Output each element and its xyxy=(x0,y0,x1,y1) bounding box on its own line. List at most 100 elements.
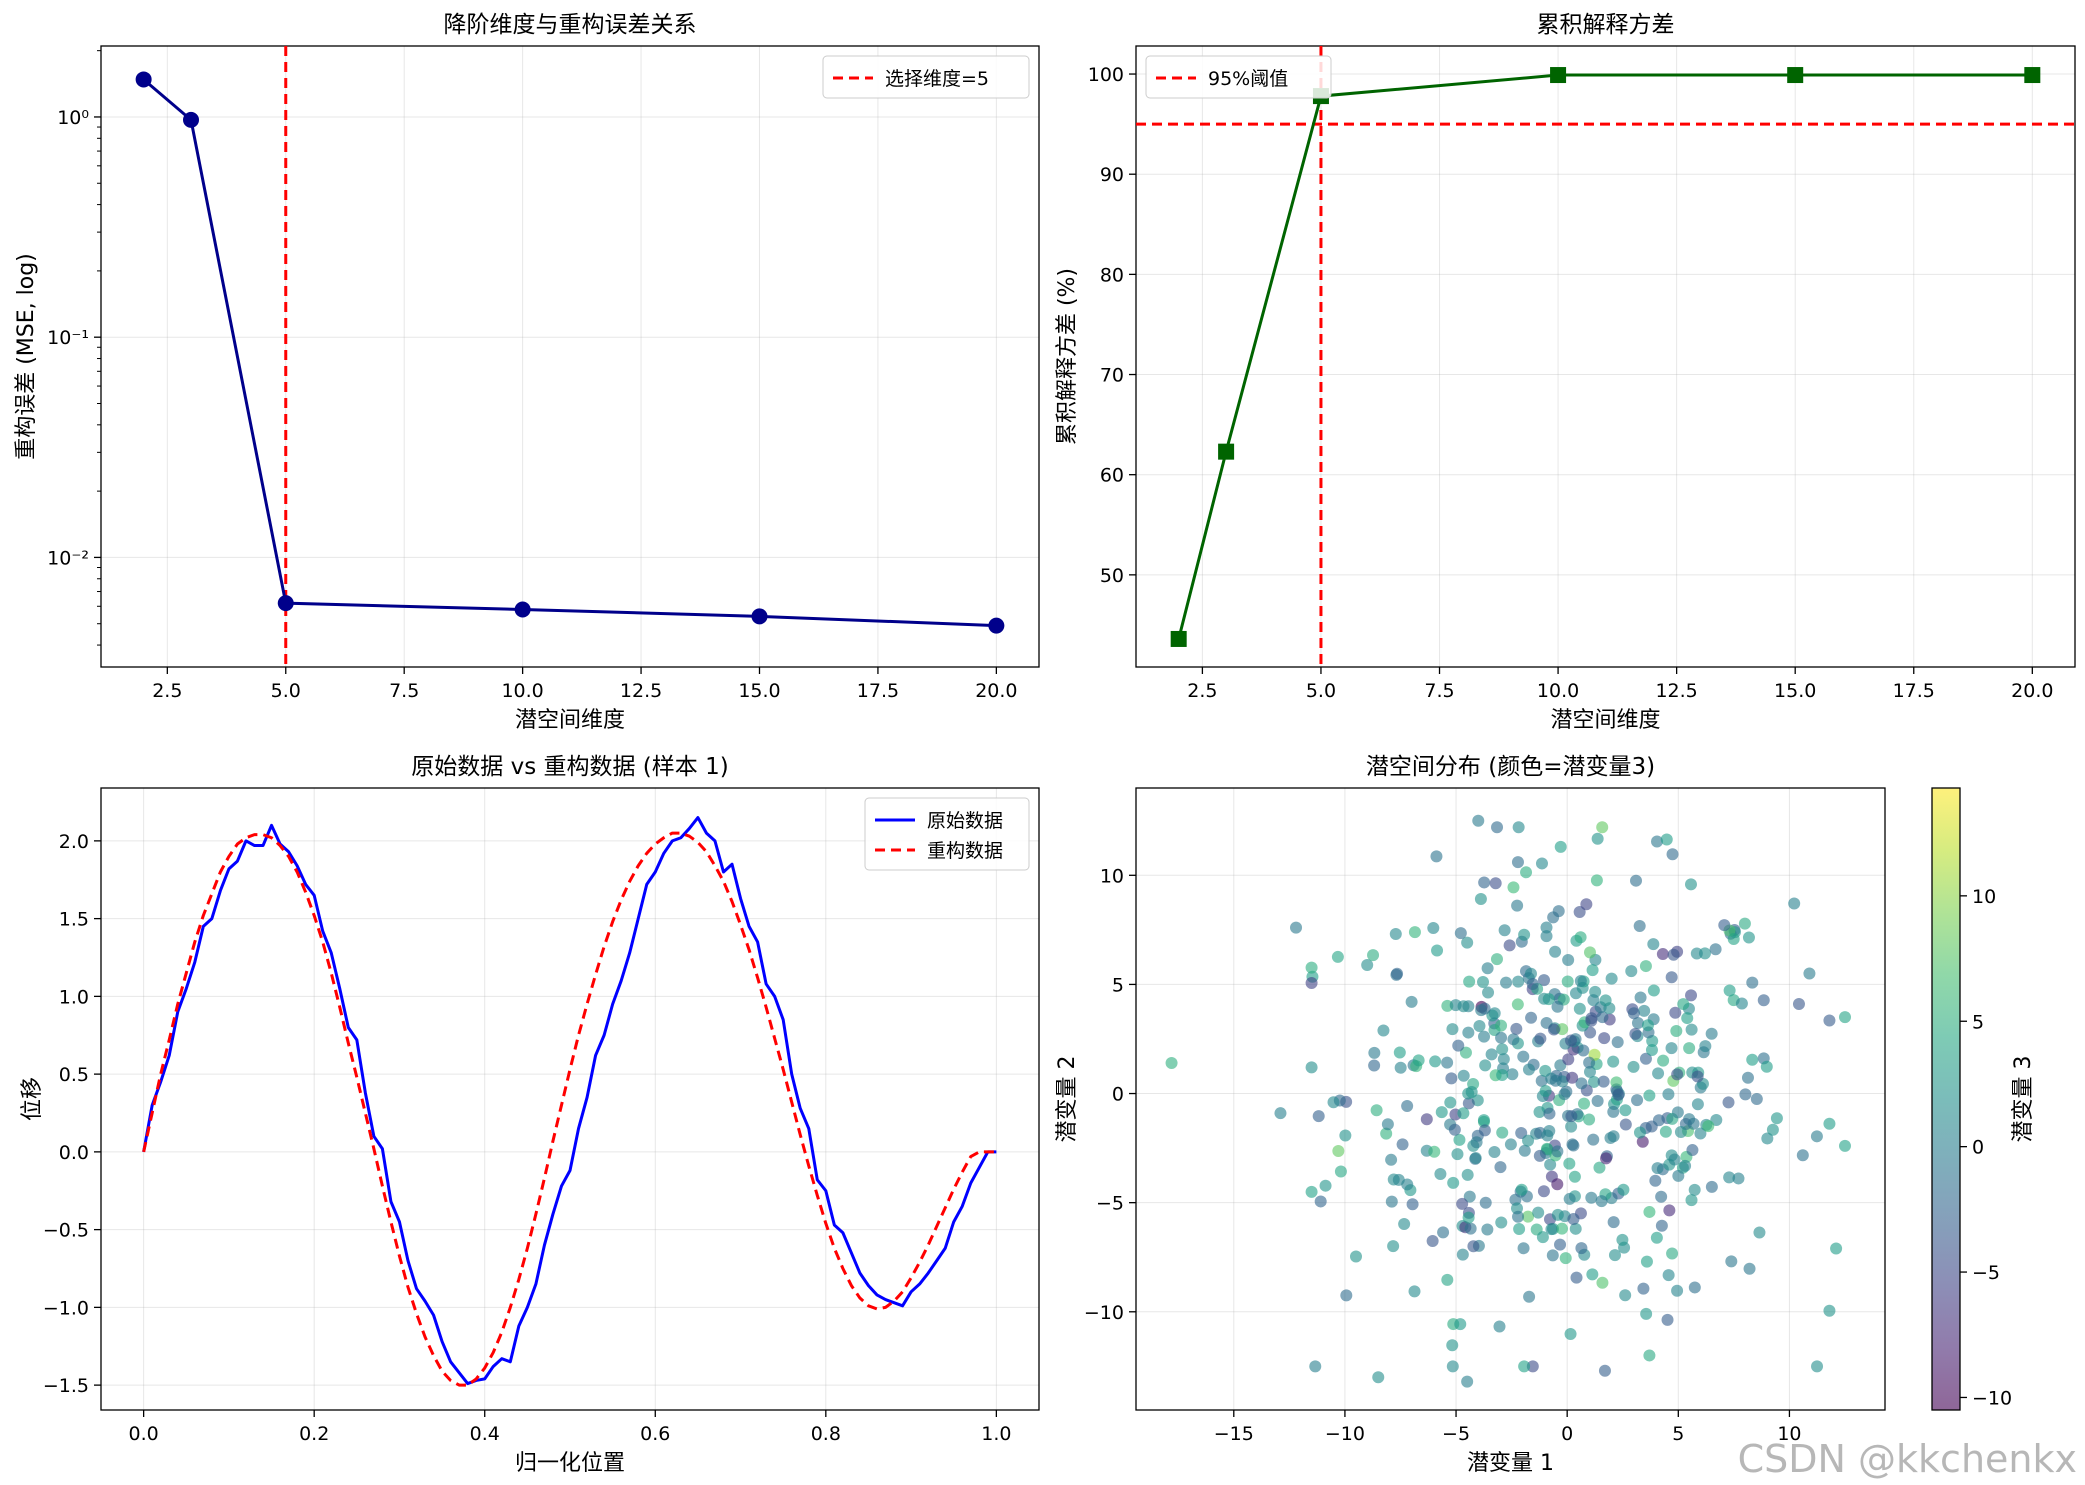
scatter-point xyxy=(1430,850,1443,863)
scatter-point xyxy=(1743,1262,1756,1275)
scatter-point xyxy=(1380,1127,1393,1140)
data-point xyxy=(988,617,1005,634)
scatter-point xyxy=(1525,1011,1538,1024)
scatter-point xyxy=(1577,1044,1590,1057)
scatter-point xyxy=(1681,1012,1694,1025)
scatter-point xyxy=(1554,840,1567,853)
y-tick-label: 10⁻² xyxy=(47,547,89,569)
x-tick-label: 20.0 xyxy=(975,680,1017,702)
scatter-point xyxy=(1583,1065,1596,1078)
scatter-point xyxy=(1340,1289,1353,1302)
scatter-point xyxy=(1699,1040,1712,1053)
scatter-point xyxy=(1305,1185,1318,1198)
y-tick-label: −5 xyxy=(1096,1193,1124,1215)
scatter-point xyxy=(1477,975,1490,988)
scatter-point xyxy=(1464,1222,1477,1235)
plot-marks xyxy=(135,46,1005,667)
scatter-point xyxy=(1823,1304,1836,1317)
scatter-point xyxy=(1551,1000,1564,1013)
legend-label: 重构数据 xyxy=(927,840,1003,862)
scatter-point xyxy=(1631,1016,1644,1029)
scatter-point xyxy=(1810,1130,1823,1143)
scatter-point xyxy=(1679,1159,1692,1172)
scatter-point xyxy=(1596,821,1609,834)
scatter-point xyxy=(1607,1105,1620,1118)
scatter-point xyxy=(1478,1124,1491,1137)
data-point xyxy=(1550,67,1567,84)
scatter-point xyxy=(1596,1276,1609,1289)
legend-frame xyxy=(1145,55,1332,99)
scatter-point xyxy=(1639,960,1652,973)
scatter-point xyxy=(1349,1250,1362,1263)
scatter-point xyxy=(1512,1210,1525,1223)
x-tick-label: 12.5 xyxy=(620,680,662,702)
scatter-point xyxy=(1647,938,1660,951)
scatter-point xyxy=(1702,1120,1715,1133)
scatter-point xyxy=(1551,1178,1564,1191)
scatter-point xyxy=(1381,1118,1394,1131)
x-tick-label: 15.0 xyxy=(1774,680,1816,702)
scatter-point xyxy=(1643,1349,1656,1362)
scatter-point xyxy=(1319,1179,1332,1192)
scatter-point xyxy=(1394,1061,1407,1074)
scatter-point xyxy=(1574,974,1587,987)
scatter-point xyxy=(1690,947,1703,960)
scatter-point xyxy=(1452,1039,1465,1052)
scatter-point xyxy=(1587,1075,1600,1088)
scatter-point xyxy=(1619,1104,1632,1117)
scatter-point xyxy=(1441,1273,1454,1286)
scatter-point xyxy=(1568,1170,1581,1183)
scatter-point xyxy=(1567,1213,1580,1226)
chart-title: 潜空间分布 (颜色=潜变量3) xyxy=(1366,754,1655,780)
scatter-point xyxy=(1691,1070,1704,1083)
scatter-point xyxy=(1578,1097,1591,1110)
x-tick-label: 15.0 xyxy=(738,680,780,702)
scatter-point xyxy=(1549,1074,1562,1087)
colorbar-tick-label: 0 xyxy=(1972,1137,1984,1159)
scatter-point xyxy=(1518,928,1531,941)
scatter-point xyxy=(1540,921,1553,934)
scatter-point xyxy=(1434,1168,1447,1181)
scatter-point xyxy=(1597,1075,1610,1088)
x-tick-label: −5 xyxy=(1442,1423,1470,1445)
scatter-point xyxy=(1500,976,1513,989)
scatter-point xyxy=(1401,1178,1414,1191)
y-tick-label: −1.0 xyxy=(43,1297,89,1319)
scatter-point xyxy=(1757,994,1770,1007)
axes-frame xyxy=(100,787,1040,1411)
scatter-point xyxy=(1544,1158,1557,1171)
x-axis-label: 潜空间维度 xyxy=(1550,708,1660,733)
scatter-point xyxy=(1558,1088,1571,1101)
scatter-point xyxy=(1448,1123,1461,1136)
scatter-point xyxy=(1661,1313,1674,1326)
scatter-point xyxy=(1368,1046,1381,1059)
chart-title: 降阶维度与重构误差关系 xyxy=(444,12,697,38)
x-tick-label: 17.5 xyxy=(1893,680,1935,702)
scatter-point xyxy=(1625,965,1638,978)
scatter-point xyxy=(1398,1218,1411,1231)
x-tick-label: 10.0 xyxy=(1537,680,1579,702)
scatter-point xyxy=(1532,1206,1545,1219)
x-tick-label: −10 xyxy=(1325,1423,1365,1445)
scatter-point xyxy=(1627,1060,1640,1073)
x-tick-label: 1.0 xyxy=(981,1423,1011,1445)
scatter-point xyxy=(1753,1226,1766,1239)
scatter-point xyxy=(1633,920,1646,933)
scatter-point xyxy=(1495,1031,1508,1044)
scatter-point xyxy=(1566,1071,1579,1084)
scatter-point xyxy=(1738,917,1751,930)
scatter-point xyxy=(1331,950,1344,963)
scatter-point xyxy=(1429,1055,1442,1068)
scatter-point xyxy=(1823,1014,1836,1027)
x-tick-label: 0.4 xyxy=(470,1423,500,1445)
scatter-point xyxy=(1564,1327,1577,1340)
scatter-point xyxy=(1583,1056,1596,1069)
scatter-point xyxy=(1453,1133,1466,1146)
y-tick-label: 80 xyxy=(1100,264,1124,286)
data-point xyxy=(135,71,152,88)
scatter-point xyxy=(1495,1019,1508,1032)
scatter-point xyxy=(1408,926,1421,939)
x-tick-label: 5 xyxy=(1672,1423,1684,1445)
x-tick-label: 0.2 xyxy=(299,1423,329,1445)
